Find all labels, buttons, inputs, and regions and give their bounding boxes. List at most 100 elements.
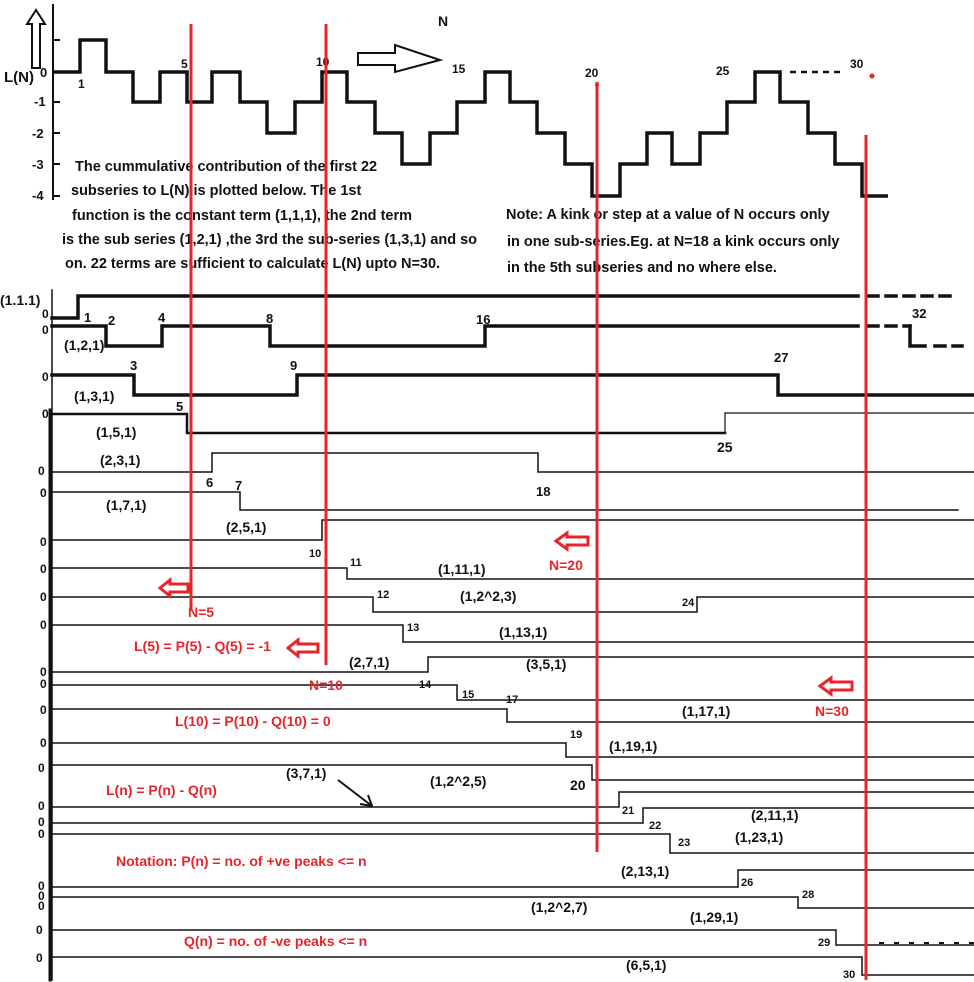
svg-text:(3,5,1): (3,5,1) (526, 656, 566, 672)
svg-text:(2,3,1): (2,3,1) (100, 452, 140, 468)
svg-text:in the 5th subseries and no wh: in the 5th subseries and no where else. (507, 260, 777, 276)
subseries-line (52, 897, 974, 908)
svg-text:(1,29,1): (1,29,1) (690, 909, 738, 925)
n-label-30: 30 (850, 57, 864, 71)
left-arrow-icon (160, 580, 188, 596)
svg-text:1: 1 (84, 310, 91, 325)
svg-text:(2,13,1): (2,13,1) (621, 863, 669, 879)
subseries-line (52, 743, 974, 757)
svg-text:7: 7 (235, 478, 242, 493)
svg-text:(1,5,1): (1,5,1) (96, 424, 136, 440)
svg-text:0: 0 (42, 323, 49, 337)
svg-text:0: 0 (40, 703, 47, 717)
svg-text:3: 3 (130, 358, 137, 373)
svg-text:function is the constant term: function is the constant term (1,1,1), t… (72, 208, 412, 224)
svg-text:(3,7,1): (3,7,1) (286, 765, 326, 781)
ytick-0: 0 (40, 65, 47, 80)
svg-text:16: 16 (476, 312, 490, 327)
y-ticks (53, 40, 60, 196)
n-label-20: 20 (585, 66, 599, 80)
svg-text:15: 15 (462, 689, 474, 701)
svg-text:0: 0 (38, 761, 45, 775)
svg-text:Notation: P(n) = no. of +ve pe: Notation: P(n) = no. of +ve peaks <= n (116, 853, 367, 869)
svg-text:27: 27 (774, 350, 788, 365)
subseries-line (52, 834, 974, 853)
ytick-minus-3: -3 (32, 157, 44, 172)
svg-text:0: 0 (42, 407, 49, 421)
svg-text:(1,2^2,3): (1,2^2,3) (460, 588, 516, 604)
svg-text:32: 32 (912, 306, 926, 321)
svg-text:0: 0 (38, 799, 45, 813)
svg-text:0: 0 (36, 923, 43, 937)
n-label-5: 5 (181, 57, 188, 71)
svg-text:28: 28 (802, 889, 814, 901)
n-label-25: 25 (716, 64, 730, 78)
svg-text:9: 9 (290, 358, 297, 373)
svg-text:Q(n) = no. of -ve peaks <= n: Q(n) = no. of -ve peaks <= n (184, 933, 367, 949)
svg-text:(1,2^2,5): (1,2^2,5) (430, 773, 486, 789)
left-arrow-icon (288, 640, 318, 656)
svg-text:is the sub series (1,2,1) ,the: is the sub series (1,2,1) ,the 3rd the s… (62, 232, 477, 248)
svg-text:0: 0 (36, 951, 43, 965)
svg-text:(2,5,1): (2,5,1) (226, 519, 266, 535)
n-label-1: 1 (78, 77, 85, 91)
svg-text:Note: A kink or step at a valu: Note: A kink or step at a value of N occ… (506, 207, 830, 223)
svg-text:0: 0 (40, 562, 47, 576)
svg-text:(1,2,1): (1,2,1) (64, 337, 104, 353)
svg-text:0: 0 (40, 486, 47, 500)
subseries-names: (1.1.1) (1,2,1) (1,3,1) (1,5,1) (2,3,1) … (0, 292, 798, 973)
svg-text:in one sub-series.Eg. at N=18: in one sub-series.Eg. at N=18 a kink occ… (507, 234, 839, 250)
ytick-minus-2: -2 (32, 126, 44, 141)
svg-text:30: 30 (843, 969, 855, 981)
svg-text:(1,17,1): (1,17,1) (682, 703, 730, 719)
svg-text:0: 0 (40, 535, 47, 549)
svg-text:The cummulative contribution o: The cummulative contribution of the firs… (75, 159, 377, 175)
svg-text:L(5) = P(5) - Q(5) = -1: L(5) = P(5) - Q(5) = -1 (134, 638, 271, 654)
svg-text:(1,7,1): (1,7,1) (106, 497, 146, 513)
subseries-line (52, 657, 974, 672)
n-label-15: 15 (452, 62, 466, 76)
svg-text:N=10: N=10 (309, 677, 343, 693)
svg-text:29: 29 (818, 937, 830, 949)
svg-text:N=20: N=20 (549, 557, 583, 573)
svg-text:(1,23,1): (1,23,1) (735, 829, 783, 845)
svg-text:(1,13,1): (1,13,1) (499, 624, 547, 640)
svg-text:12: 12 (377, 589, 389, 601)
subseries-line (52, 296, 858, 318)
ytick-minus-4: -4 (32, 188, 44, 203)
svg-text:(1.1.1): (1.1.1) (0, 292, 40, 308)
subseries-line (52, 414, 725, 433)
red-dot (870, 74, 875, 79)
svg-text:N=30: N=30 (815, 703, 849, 719)
svg-text:0: 0 (38, 827, 45, 841)
svg-text:(1,19,1): (1,19,1) (609, 738, 657, 754)
subseries-line (52, 765, 974, 780)
left-arrow-icon (820, 678, 852, 694)
svg-text:L(n) = P(n) - Q(n): L(n) = P(n) - Q(n) (106, 782, 217, 798)
svg-text:20: 20 (570, 777, 586, 793)
svg-text:4: 4 (158, 310, 166, 325)
svg-text:10: 10 (309, 548, 321, 560)
svg-text:(1,2^2,7): (1,2^2,7) (531, 899, 587, 915)
subseries-line (52, 808, 974, 823)
main-note: The cummulative contribution of the firs… (62, 159, 477, 272)
svg-text:2: 2 (108, 313, 115, 328)
subseries-line (52, 326, 858, 346)
svg-text:23: 23 (678, 837, 690, 849)
red-annotations: N=5 N=10 N=20 N=30 L(5) = P(5) - Q(5) = … (106, 557, 849, 949)
svg-text:18: 18 (536, 484, 550, 499)
svg-text:L(10) = P(10) - Q(10) = 0: L(10) = P(10) - Q(10) = 0 (175, 713, 331, 729)
n-axis-label: N (438, 13, 448, 29)
subseries-line (725, 413, 974, 433)
subseries-line (52, 870, 974, 887)
svg-text:0: 0 (42, 307, 49, 321)
svg-text:(1,11,1): (1,11,1) (438, 561, 485, 577)
svg-text:13: 13 (407, 622, 419, 634)
svg-text:5: 5 (176, 399, 183, 414)
svg-text:0: 0 (38, 464, 45, 478)
svg-text:(1,3,1): (1,3,1) (74, 388, 114, 404)
svg-text:(6,5,1): (6,5,1) (626, 957, 666, 973)
zero-labels: 0 0 0 0 0 0 0 0 0 0 0 0 0 0 0 0 0 0 0 0 … (36, 307, 49, 965)
up-arrow-icon (27, 10, 45, 68)
